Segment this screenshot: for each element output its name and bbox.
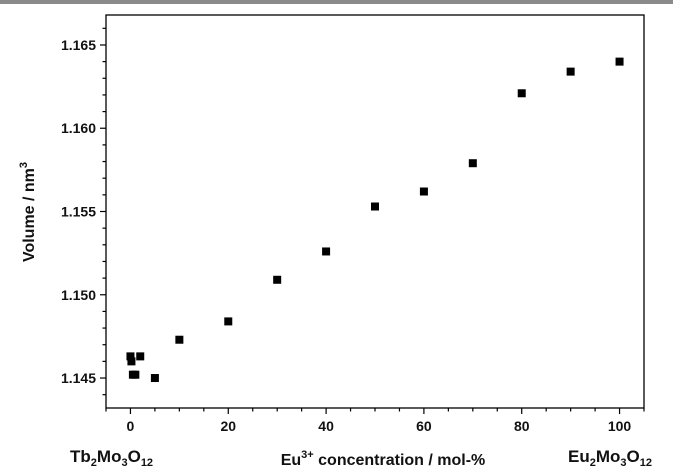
x-axis-ticks: 0 20 40 60 80 100 — [105, 408, 645, 434]
right-end-label-part: O — [627, 447, 640, 466]
y-axis-title-sup: 3 — [18, 162, 30, 168]
right-end-label-part: Mo — [596, 447, 621, 466]
data-point — [566, 67, 575, 76]
y-axis-title: Volume / nm3 — [18, 162, 38, 262]
left-end-label: Tb2Mo3O12 — [70, 447, 153, 469]
y-axis-title-text: Volume / nm — [21, 168, 38, 262]
left-end-label-part: O — [128, 447, 141, 466]
right-end-label-part: 3 — [620, 457, 626, 469]
data-point — [136, 352, 145, 361]
y-tick-label: 1.160 — [61, 120, 96, 136]
left-end-label-part: Mo — [97, 447, 122, 466]
x-tick-label: 100 — [608, 418, 632, 434]
left-end-label-part: 12 — [141, 457, 153, 469]
data-point — [131, 370, 140, 379]
x-axis-title-suffix: concentration / mol-% — [314, 452, 486, 469]
y-axis-ticks: 1.145 1.150 1.155 1.160 1.165 — [61, 27, 106, 396]
right-end-label-part: Eu — [568, 447, 590, 466]
right-end-label: Eu2Mo3O12 — [568, 447, 652, 469]
data-point — [273, 275, 282, 284]
data-point — [517, 89, 526, 98]
y-tick-label: 1.165 — [61, 37, 96, 53]
data-point — [175, 335, 184, 344]
data-point — [150, 374, 159, 383]
left-end-label-part: 3 — [121, 457, 127, 469]
data-point — [224, 317, 233, 326]
left-end-label-part: Tb — [70, 447, 91, 466]
data-point — [615, 57, 624, 66]
top-rule — [0, 0, 673, 4]
x-tick-label: 20 — [220, 418, 236, 434]
right-end-label-part: 2 — [590, 457, 596, 469]
y-tick-label: 1.150 — [61, 287, 96, 303]
x-tick-label: 80 — [514, 418, 530, 434]
right-end-label-part: 12 — [640, 457, 652, 469]
data-points — [126, 57, 624, 383]
data-point — [126, 352, 135, 361]
data-point — [468, 159, 477, 168]
data-point — [419, 187, 428, 196]
x-axis-title-sup: 3+ — [301, 449, 314, 461]
x-tick-label: 0 — [127, 418, 135, 434]
y-tick-label: 1.155 — [61, 204, 96, 220]
plot-frame — [105, 14, 645, 409]
data-point — [322, 247, 331, 256]
left-end-label-part: 2 — [91, 457, 97, 469]
x-axis-title-prefix: Eu — [281, 452, 301, 469]
data-point — [371, 202, 379, 211]
x-tick-label: 40 — [318, 418, 334, 434]
y-tick-label: 1.145 — [61, 370, 96, 386]
data-point — [127, 357, 136, 366]
x-tick-label: 60 — [416, 418, 432, 434]
x-axis-title: Eu3+ concentration / mol-% — [281, 449, 486, 469]
